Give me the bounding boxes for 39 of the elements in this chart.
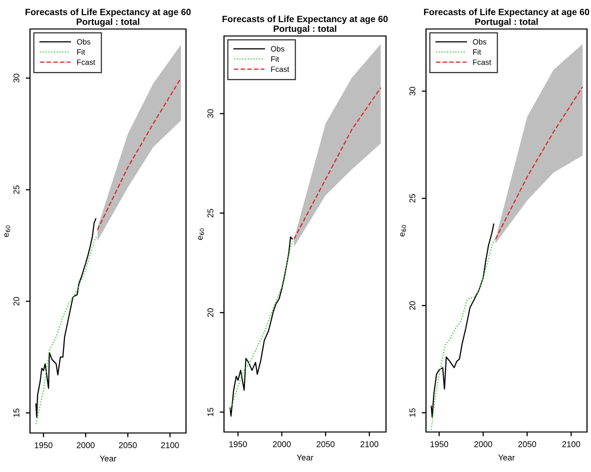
x-tick-label: 1950 [34, 442, 52, 448]
y-axis-title: e$_{60}$ [400, 224, 406, 236]
y-tick-label: 15 [208, 408, 214, 416]
y-tick-label: 20 [207, 308, 214, 317]
x-tick-label: 2000 [474, 441, 492, 448]
chart-subtitle: Portugal : total [475, 18, 538, 27]
y-tick-label: 25 [207, 208, 214, 218]
x-tick-label: 1950 [229, 441, 247, 448]
y-axis-title: e$_{60}$ [4, 225, 10, 237]
y-tick-label: 30 [13, 74, 20, 82]
chart-title: Forecasts of Life Expectancy at age 60 [424, 8, 590, 17]
x-axis-title: Year [296, 454, 314, 460]
y-tick-label: 30 [207, 109, 214, 118]
x-tick-label: 2050 [118, 442, 137, 448]
x-tick-label: 2050 [316, 441, 335, 448]
line-series [96, 78, 182, 230]
chart-title: Forecasts of Life Expectancy at age 60 [222, 16, 388, 24]
x-tick-label: 2100 [161, 442, 179, 448]
y-tick-label: 25 [13, 185, 20, 194]
x-tick-label: 2000 [76, 442, 95, 448]
chart-subtitle: Portugal : total [274, 25, 336, 34]
x-tick-label: 1950 [430, 441, 448, 448]
chart-subtitle: Portugal : total [76, 18, 140, 27]
x-axis-title: Year [100, 456, 116, 462]
line-series [494, 86, 584, 240]
y-tick-label: 15 [410, 408, 416, 417]
x-axis-title: Year [498, 454, 515, 460]
line-series [294, 87, 382, 240]
x-tick-label: 2100 [360, 441, 378, 448]
x-tick-label: 2050 [518, 441, 536, 448]
x-tick-label: 2000 [272, 441, 291, 448]
y-tick-label: 30 [409, 86, 416, 96]
y-tick-label: 20 [409, 301, 416, 310]
x-tick-label: 2100 [562, 441, 580, 448]
y-tick-label: 15 [14, 408, 20, 417]
chart-title: Forecasts of Life Expectancy at age 60 [26, 8, 191, 17]
y-axis-title: e$_{60}$ [198, 228, 204, 240]
y-tick-label: 25 [409, 194, 416, 203]
y-tick-label: 20 [13, 297, 20, 306]
